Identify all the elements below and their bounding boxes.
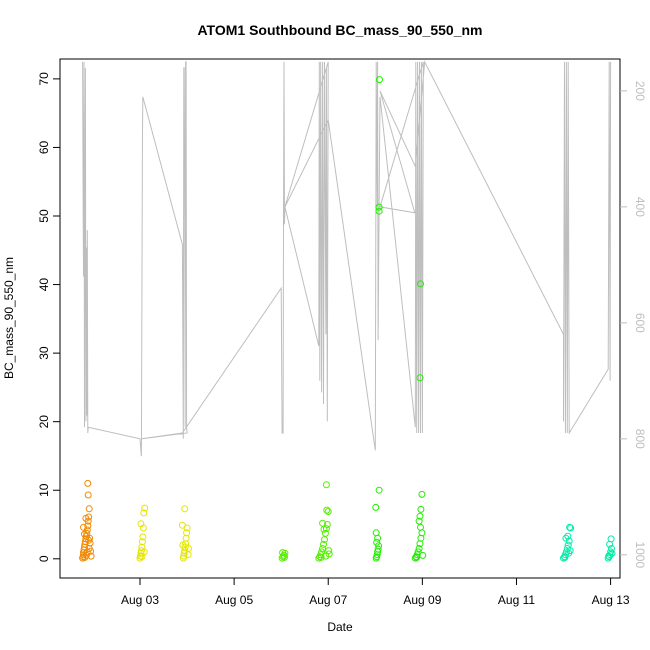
data-point [325, 547, 333, 555]
data-point [320, 525, 328, 533]
y-tick-label: 0 [37, 555, 51, 562]
data-point [417, 505, 425, 513]
data-point [182, 534, 190, 542]
y2-tick-label: 800 [633, 429, 647, 449]
data-point [608, 549, 616, 557]
data-point [138, 538, 146, 546]
data-point [322, 481, 330, 489]
data-point [415, 545, 423, 552]
data-point [372, 529, 380, 537]
data-point [607, 548, 615, 556]
data-point [87, 552, 95, 560]
pressure-trace-line [82, 60, 612, 457]
data-point [566, 547, 574, 555]
data-point [375, 486, 383, 494]
y2-tick-label: 400 [633, 197, 647, 217]
pressure-trace [82, 60, 612, 457]
data-point [323, 521, 331, 528]
data-point [608, 545, 615, 552]
data-point [80, 523, 87, 531]
data-point [319, 545, 327, 552]
data-point [607, 535, 615, 543]
data-point [325, 550, 333, 558]
data-point [178, 521, 186, 529]
y-tick-label: 40 [37, 278, 51, 292]
data-point [85, 536, 93, 544]
data-point [84, 491, 92, 499]
data-point [139, 533, 147, 541]
data-point [416, 374, 424, 382]
data-point [566, 523, 574, 531]
data-point [181, 505, 189, 513]
data-point [321, 529, 329, 537]
data-point [323, 506, 331, 514]
y-tick-label: 20 [37, 415, 51, 429]
y2-tick-label: 200 [633, 81, 647, 101]
data-point [417, 523, 424, 531]
x-tick-label: Aug 03 [121, 593, 159, 607]
data-point [376, 76, 383, 84]
x-axis: Aug 03 Aug 05 Aug 07 Aug 09 Aug 11 Aug 13 [121, 578, 630, 607]
data-point [413, 553, 421, 561]
data-point [375, 542, 383, 550]
data-point [84, 479, 92, 487]
data-points [79, 76, 616, 562]
data-point [82, 551, 90, 559]
data-point [375, 203, 383, 211]
y-axis: 0 10 20 30 40 50 60 70 [37, 72, 60, 562]
x-tick-label: Aug 13 [592, 593, 630, 607]
data-point [324, 508, 332, 515]
data-point [375, 207, 383, 215]
chart-title: ATOM1 Southbound BC_mass_90_550_nm [197, 22, 482, 38]
data-point [279, 549, 287, 557]
data-point [567, 524, 575, 532]
data-point [84, 522, 92, 530]
data-point [82, 514, 90, 522]
y-tick-label: 30 [37, 346, 51, 360]
data-point [183, 529, 191, 537]
y2-tick-label: 600 [633, 313, 647, 333]
data-point [417, 280, 424, 288]
data-point [419, 551, 427, 559]
x-tick-label: Aug 09 [403, 593, 441, 607]
data-point [179, 541, 187, 549]
x-axis-label: Date [327, 620, 353, 634]
data-point [373, 538, 381, 546]
data-point [561, 553, 569, 561]
y-tick-label: 10 [37, 483, 51, 497]
data-point [281, 553, 288, 561]
y-tick-label: 70 [37, 72, 51, 86]
data-point [564, 532, 572, 540]
x-tick-label: Aug 07 [309, 593, 347, 607]
data-point [415, 517, 423, 525]
x-tick-label: Aug 05 [215, 593, 253, 607]
data-point [372, 503, 380, 511]
y-tick-label: 50 [37, 209, 51, 223]
data-point [320, 540, 327, 548]
data-point [416, 512, 424, 520]
x-tick-label: Aug 11 [498, 593, 535, 607]
data-point [87, 547, 95, 555]
data-point [317, 553, 325, 561]
y2-tick-label: 1000 [633, 541, 647, 568]
data-point [141, 504, 149, 512]
data-point [83, 548, 91, 556]
data-point [418, 490, 426, 498]
y-axis-label: BC_mass_90_550_nm [2, 257, 16, 379]
data-point [85, 505, 93, 513]
data-point [140, 548, 148, 556]
data-point [81, 530, 88, 538]
y-tick-label: 60 [37, 140, 51, 154]
y2-axis: 200 400 600 800 1000 [620, 81, 647, 568]
data-point [137, 520, 145, 528]
plot-frame [59, 58, 621, 579]
data-point [374, 545, 382, 553]
data-point [140, 509, 148, 517]
data-point [562, 534, 570, 542]
data-point [185, 545, 192, 552]
